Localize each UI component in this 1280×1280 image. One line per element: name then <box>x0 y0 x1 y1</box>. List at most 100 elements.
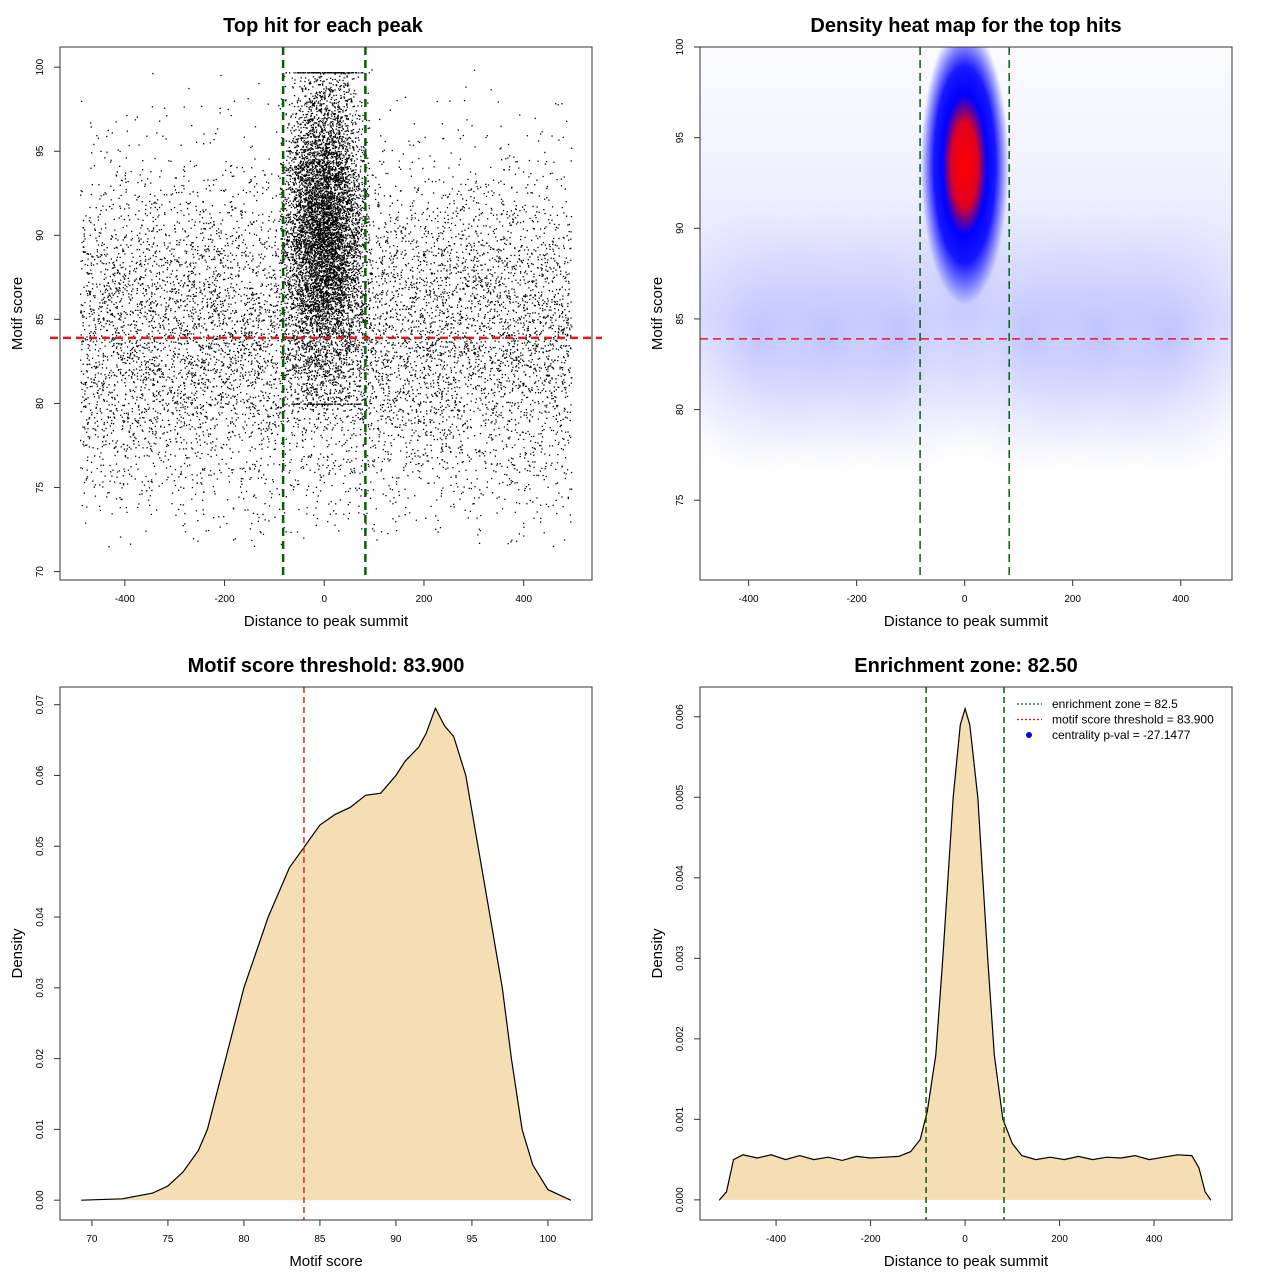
scatter-point <box>210 321 212 323</box>
scatter-point <box>135 463 137 465</box>
scatter-point <box>197 315 199 317</box>
scatter-point <box>146 248 148 250</box>
scatter-point <box>186 358 189 360</box>
scatter-point <box>367 425 370 428</box>
scatter-point <box>446 377 449 380</box>
scatter-point <box>103 285 105 287</box>
scatter-point <box>171 288 173 290</box>
scatter-point <box>224 334 226 336</box>
scatter-point <box>249 318 251 320</box>
scatter-point <box>126 359 129 361</box>
scatter-point <box>317 365 319 367</box>
scatter-point <box>129 298 131 300</box>
scatter-point <box>220 472 222 474</box>
scatter-point <box>254 421 256 424</box>
scatter-point <box>84 390 86 392</box>
scatter-point <box>283 527 285 529</box>
scatter-point <box>464 261 466 263</box>
scatter-point <box>456 362 458 364</box>
scatter-point <box>98 364 101 366</box>
scatter-point <box>512 275 515 277</box>
scatter-point <box>218 315 220 317</box>
scatter-point <box>274 328 276 330</box>
scatter-point <box>324 426 326 428</box>
scatter-point <box>528 315 531 317</box>
scatter-point <box>398 410 400 412</box>
scatter-point <box>538 297 540 299</box>
scatter-point <box>241 374 244 376</box>
scatter-point <box>532 263 534 266</box>
scatter-point <box>267 103 269 105</box>
scatter-point <box>114 397 116 399</box>
scatter-point <box>471 269 473 271</box>
scatter-point <box>390 406 392 408</box>
scatter-point <box>115 331 117 333</box>
scatter-point <box>145 410 148 412</box>
scatter-point <box>408 355 410 357</box>
scatter-point <box>215 308 217 310</box>
scatter-point <box>155 473 157 475</box>
scatter-point <box>519 362 521 364</box>
scatter-point <box>244 243 247 246</box>
scatter-point <box>522 259 524 261</box>
scatter-point <box>251 291 254 294</box>
scatter-point <box>428 315 431 317</box>
scatter-point <box>537 392 540 394</box>
scatter-point <box>148 377 150 379</box>
scatter-point <box>360 292 363 294</box>
scatter-point <box>142 292 144 294</box>
scatter-point <box>526 364 528 367</box>
scatter-point <box>349 188 351 190</box>
scatter-point <box>297 393 299 395</box>
scatter-point <box>359 258 361 260</box>
scatter-point <box>332 246 334 248</box>
scatter-point <box>120 179 123 181</box>
scatter-point <box>150 420 153 422</box>
scatter-point <box>526 330 528 332</box>
scatter-point <box>91 313 93 315</box>
scatter-point <box>517 387 519 389</box>
scatter-point <box>260 348 262 350</box>
scatter-point <box>202 468 204 470</box>
scatter-point <box>125 157 127 159</box>
scatter-point <box>215 230 218 232</box>
scatter-point <box>156 390 158 392</box>
scatter-point <box>305 359 307 361</box>
scatter-point <box>106 135 108 138</box>
scatter-point <box>562 383 564 385</box>
scatter-point <box>147 238 149 240</box>
scatter-point <box>440 492 443 495</box>
scatter-point <box>324 179 326 181</box>
scatter-point <box>252 424 254 426</box>
scatter-point <box>114 229 116 231</box>
scatter-point <box>178 335 181 337</box>
scatter-point <box>109 275 111 278</box>
scatter-point <box>288 233 290 235</box>
scatter-point <box>501 303 503 305</box>
scatter-point <box>82 304 84 307</box>
scatter-point <box>384 278 386 280</box>
scatter-point <box>146 344 148 346</box>
scatter-point <box>147 263 149 265</box>
scatter-point <box>469 244 472 246</box>
scatter-point <box>147 366 149 368</box>
scatter-point <box>548 244 550 246</box>
scatter-point <box>564 188 566 190</box>
scatter-point <box>556 512 558 515</box>
scatter-point <box>204 381 206 384</box>
scatter-point <box>399 314 401 316</box>
scatter-point <box>480 264 482 266</box>
scatter-point <box>290 317 293 319</box>
scatter-point <box>151 450 153 453</box>
scatter-point <box>478 497 480 499</box>
scatter-point <box>307 389 310 392</box>
scatter-point <box>100 232 102 234</box>
scatter-point <box>91 381 93 383</box>
scatter-point <box>156 370 158 372</box>
scatter-point <box>80 260 82 262</box>
scatter-point <box>366 359 368 362</box>
scatter-point <box>477 272 479 275</box>
scatter-point <box>530 294 532 296</box>
scatter-point <box>159 296 162 298</box>
scatter-point <box>255 382 257 384</box>
